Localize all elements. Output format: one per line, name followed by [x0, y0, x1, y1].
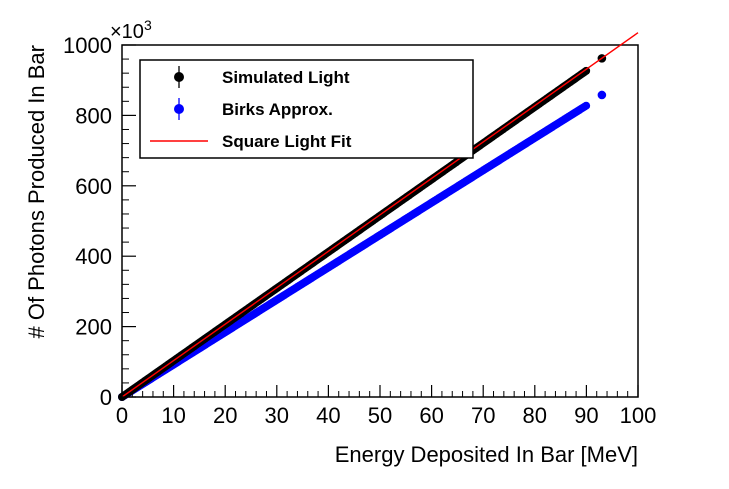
x-tick-label: 0	[116, 403, 128, 428]
y-tick-label: 800	[75, 103, 112, 128]
y-multiplier-exponent: 3	[144, 17, 152, 33]
x-tick-label: 60	[419, 403, 443, 428]
y-tick-label: 600	[75, 174, 112, 199]
x-tick-label: 80	[523, 403, 547, 428]
legend-marker	[174, 72, 184, 82]
x-tick-label: 70	[471, 403, 495, 428]
y-tick-label: 400	[75, 244, 112, 269]
data-point	[582, 101, 591, 110]
x-tick-label: 30	[265, 403, 289, 428]
legend-marker	[174, 104, 184, 114]
legend-items: Simulated Light Birks Approx. Square Light…	[150, 66, 352, 151]
data-point	[597, 90, 607, 100]
series-birks-approx	[118, 90, 607, 401]
x-tick-label: 20	[213, 403, 237, 428]
series-layer	[118, 32, 639, 401]
x-tick-label: 100	[620, 403, 657, 428]
data-point	[582, 66, 591, 75]
legend-entry: Square Light Fit	[150, 132, 352, 151]
x-axis-title: Energy Deposited In Bar [MeV]	[335, 442, 638, 467]
x-tick-label: 40	[316, 403, 340, 428]
series-square-light-fit	[121, 32, 639, 398]
y-axis-title: # Of Photons Produced In Bar	[24, 45, 49, 339]
x-tick-label: 10	[161, 403, 185, 428]
x-tick-label: 90	[574, 403, 598, 428]
y-tick-label: 200	[75, 315, 112, 340]
y-multiplier-label: ×103	[110, 17, 152, 43]
fit-line	[121, 32, 639, 398]
legend-label: Birks Approx.	[222, 100, 333, 119]
legend-label: Square Light Fit	[222, 132, 352, 151]
y-tick-label: 0	[100, 385, 112, 410]
y-tick-label: 1000	[63, 33, 112, 58]
legend-entry: Simulated Light	[174, 66, 350, 88]
legend: Simulated Light Birks Approx. Square Light…	[139, 59, 474, 159]
x-tick-label: 50	[368, 403, 392, 428]
legend-label: Simulated Light	[222, 68, 350, 87]
legend-entry: Birks Approx.	[174, 98, 333, 120]
